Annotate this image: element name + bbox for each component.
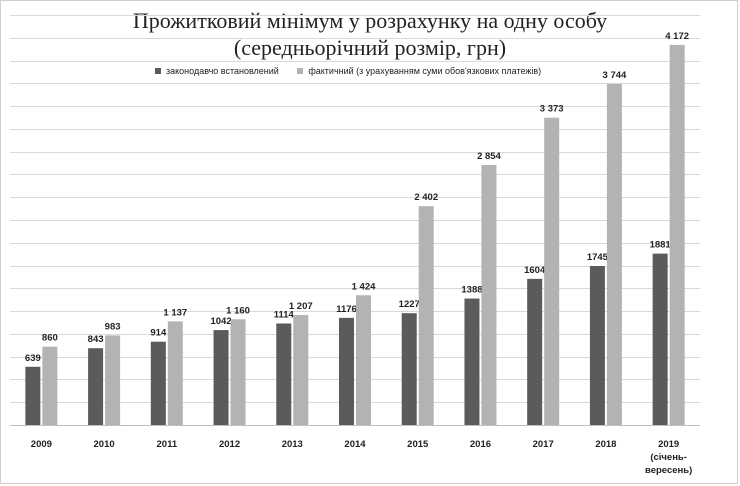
data-label-legal-2014: 1176: [336, 304, 357, 315]
x-tick-label-2012: 2012: [219, 439, 240, 450]
chart-subtitle: (середньорічний розмір, грн): [233, 35, 507, 60]
data-label-legal-2018: 1745: [587, 252, 609, 263]
x-tick-label-2009: 2009: [31, 439, 52, 450]
bar-legal-2018: [589, 266, 605, 425]
bar-legal-2015: [401, 313, 417, 425]
legend-swatch-actual: [297, 68, 304, 74]
bar-legal-2016: [464, 298, 480, 425]
bar-actual-2016: [481, 164, 497, 426]
data-label-legal-2012: 1042: [210, 316, 231, 327]
bar-legal-2011: [150, 341, 166, 425]
data-label-legal-2009: 639: [25, 353, 41, 364]
data-label-legal-2010: 843: [88, 334, 104, 345]
bar-actual-2010: [105, 335, 121, 425]
x-tick-label-2018: 2018: [595, 439, 616, 450]
bar-actual-2013: [293, 315, 309, 425]
data-label-actual-2016: 2 854: [477, 151, 501, 162]
x-tick-sublabel-2019-line1: (січень-: [650, 452, 687, 463]
data-label-actual-2012: 1 160: [226, 305, 250, 316]
bar-legal-2010: [88, 348, 104, 425]
x-tick-label-2013: 2013: [282, 439, 303, 450]
bar-actual-2015: [418, 206, 434, 425]
bar-actual-2011: [167, 321, 183, 425]
bar-legal-2019: [652, 253, 668, 425]
x-tick-sublabel-2019-line2: вересень): [645, 465, 692, 476]
data-label-actual-2019: 4 172: [665, 31, 689, 42]
x-tick-label-2011: 2011: [157, 439, 178, 450]
bar-actual-2019: [669, 44, 685, 425]
bar-legal-2012: [213, 330, 229, 425]
data-label-actual-2011: 1 137: [163, 307, 187, 318]
bar-actual-2018: [606, 83, 622, 425]
chart-title: Прожитковий мінімум у розрахунку на одну…: [132, 8, 608, 33]
bar-actual-2009: [42, 346, 58, 425]
legend-item-legal: законодавчо встановлений: [155, 66, 279, 76]
bar-legal-2013: [276, 323, 292, 425]
legend-label-legal: законодавчо встановлений: [166, 66, 279, 76]
data-label-actual-2013: 1 207: [289, 301, 313, 312]
x-tick-label-2015: 2015: [407, 439, 429, 450]
data-label-actual-2014: 1 424: [352, 281, 376, 292]
bar-actual-2017: [544, 117, 560, 425]
data-label-legal-2015: 1227: [399, 299, 420, 310]
x-tick-label-2017: 2017: [533, 439, 554, 450]
x-tick-label-2019: 2019: [658, 439, 679, 450]
data-label-legal-2016: 1388: [461, 285, 482, 296]
x-tick-label-2010: 2010: [94, 439, 115, 450]
data-label-legal-2013: 1114: [274, 310, 295, 321]
bar-legal-2017: [527, 278, 543, 425]
data-label-actual-2010: 983: [105, 321, 121, 332]
data-label-actual-2018: 3 744: [603, 70, 627, 81]
data-label-legal-2019: 1881: [650, 240, 672, 251]
legend-label-actual: фактичний (з урахуванням суми обов'язков…: [308, 66, 542, 76]
legend-item-actual: фактичний (з урахуванням суми обов'язков…: [297, 66, 541, 76]
bar-actual-2012: [230, 319, 246, 425]
data-label-actual-2017: 3 373: [540, 104, 564, 115]
x-tick-label-2016: 2016: [470, 439, 491, 450]
bar-actual-2014: [356, 295, 371, 425]
data-label-legal-2011: 914: [150, 328, 167, 339]
chart-legend: законодавчо встановлений фактичний (з ур…: [155, 66, 557, 76]
data-label-actual-2015: 2 402: [414, 192, 438, 203]
bar-legal-2009: [25, 366, 41, 425]
x-tick-label-2014: 2014: [344, 439, 366, 450]
legend-swatch-legal: [155, 68, 161, 74]
data-label-legal-2017: 1604: [524, 265, 546, 276]
data-label-actual-2009: 860: [42, 333, 58, 344]
bar-legal-2014: [339, 317, 354, 425]
